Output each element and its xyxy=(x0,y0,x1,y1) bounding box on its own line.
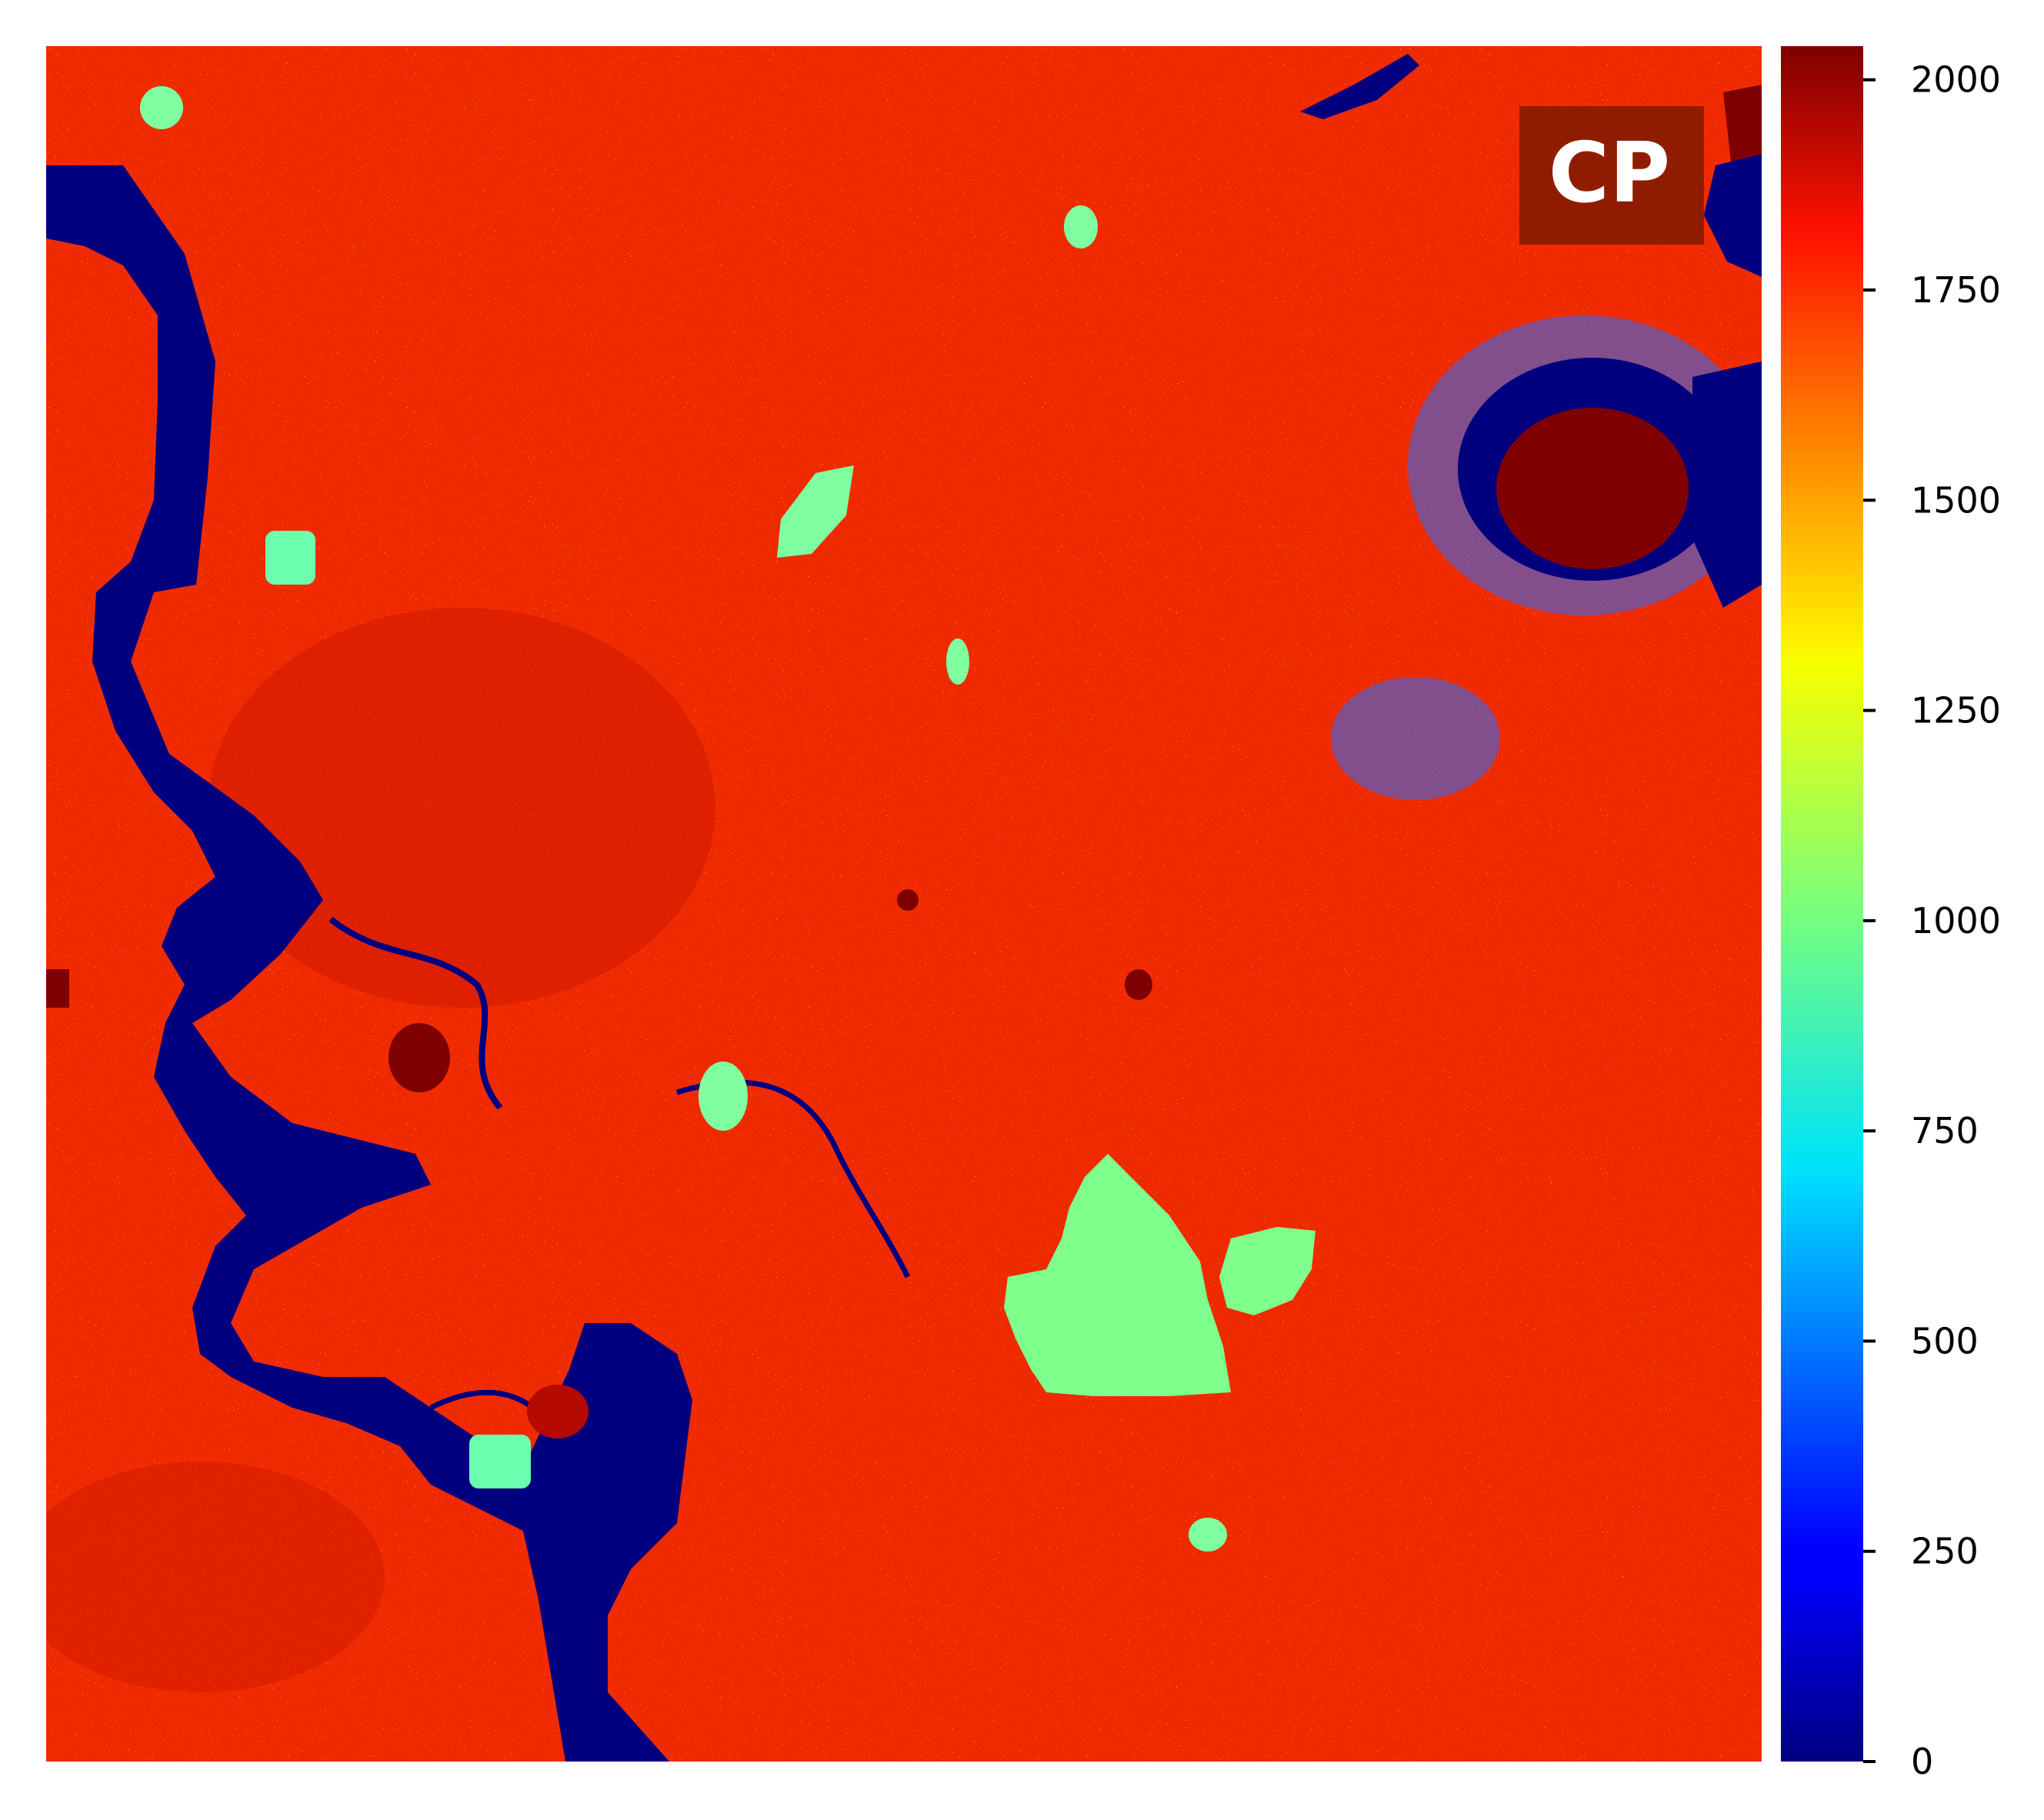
river-channel xyxy=(328,916,503,1110)
patch-region xyxy=(699,1062,748,1131)
patch-region xyxy=(1064,205,1098,248)
core-spot xyxy=(388,1023,450,1092)
colorbar-tick-label: 750 xyxy=(1911,1110,1979,1152)
core-spot xyxy=(1125,969,1152,1000)
patch-region xyxy=(1219,1227,1315,1315)
patch-region xyxy=(265,531,315,585)
patch-region xyxy=(1189,1518,1227,1552)
colorbar-tick-label: 1750 xyxy=(1911,269,2001,311)
dark-zone xyxy=(208,608,715,1008)
colorbar-tick-label: 2000 xyxy=(1911,59,2001,101)
colorbar-tick-label: 1000 xyxy=(1911,900,2001,942)
colorbar-tick-label: 1250 xyxy=(1911,690,2001,732)
colorbar-tick-label: 0 xyxy=(1911,1741,1933,1782)
patch-region xyxy=(140,86,183,129)
core-region xyxy=(1496,408,1689,569)
colorbar-ticks: 0 250 500 750 1000 1250 1500 1750 2000 xyxy=(1863,59,2001,1782)
colorbar: 0 250 500 750 1000 1250 1500 1750 2000 xyxy=(1781,46,2001,1782)
patch-region xyxy=(777,465,854,558)
patch-region xyxy=(469,1435,531,1488)
core-spot xyxy=(527,1385,589,1438)
speckle-cluster xyxy=(1331,677,1500,800)
dark-zone xyxy=(46,1462,385,1692)
river-region xyxy=(46,165,692,1762)
badge-label: CP xyxy=(1549,125,1670,222)
colorbar-tick-label: 250 xyxy=(1911,1531,1979,1572)
patch-region xyxy=(946,638,969,685)
core-spot xyxy=(897,889,919,911)
heatmap-plot-area: CP xyxy=(46,46,1762,1762)
colorbar-tick-label: 500 xyxy=(1911,1320,1979,1362)
badge-background xyxy=(1519,106,1704,245)
core-region xyxy=(1723,85,1762,162)
patch-region xyxy=(1004,1154,1231,1396)
core-spot xyxy=(46,969,69,1008)
colorbar-tick-label: 1500 xyxy=(1911,479,2001,521)
ring-region xyxy=(1692,362,1762,608)
ring-region xyxy=(1704,154,1762,277)
river-region xyxy=(1300,54,1419,119)
colorbar-gradient xyxy=(1781,46,1863,1762)
